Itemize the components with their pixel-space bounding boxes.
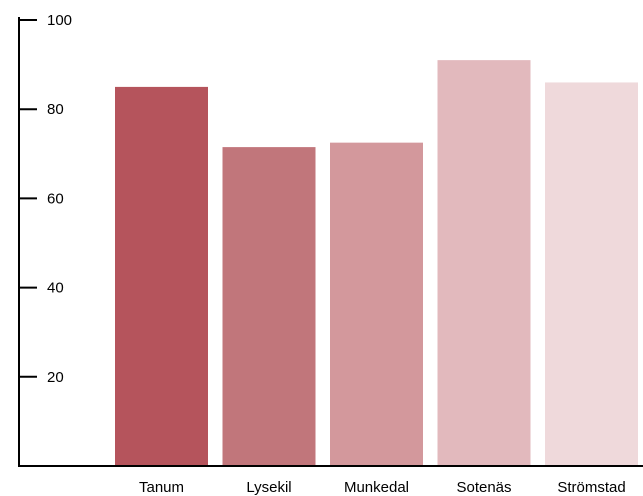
bar-soten-s (437, 60, 531, 466)
x-tick-label: Strömstad (557, 479, 625, 496)
x-category-labels: Tanum Lysekil Munkedal Sotenäs Strömstad (139, 479, 626, 496)
y-ticks: 20 40 60 80 100 (19, 12, 72, 386)
bar-str-mstad (545, 82, 638, 466)
y-tick-label: 40 (47, 280, 64, 297)
y-tick-label: 20 (47, 369, 64, 386)
axes (18, 17, 643, 467)
bar-tanum (115, 86, 208, 467)
bar-lysekil (222, 147, 316, 467)
bars (115, 60, 638, 467)
x-tick-label: Lysekil (246, 479, 291, 496)
y-tick-label: 60 (47, 190, 64, 207)
y-tick-label: 80 (47, 101, 64, 118)
x-tick-label: Munkedal (344, 479, 409, 496)
x-tick-label: Tanum (139, 479, 184, 496)
y-tick-label: 100 (47, 12, 72, 29)
bar-munkedal (330, 142, 423, 466)
x-tick-label: Sotenäs (456, 479, 511, 496)
